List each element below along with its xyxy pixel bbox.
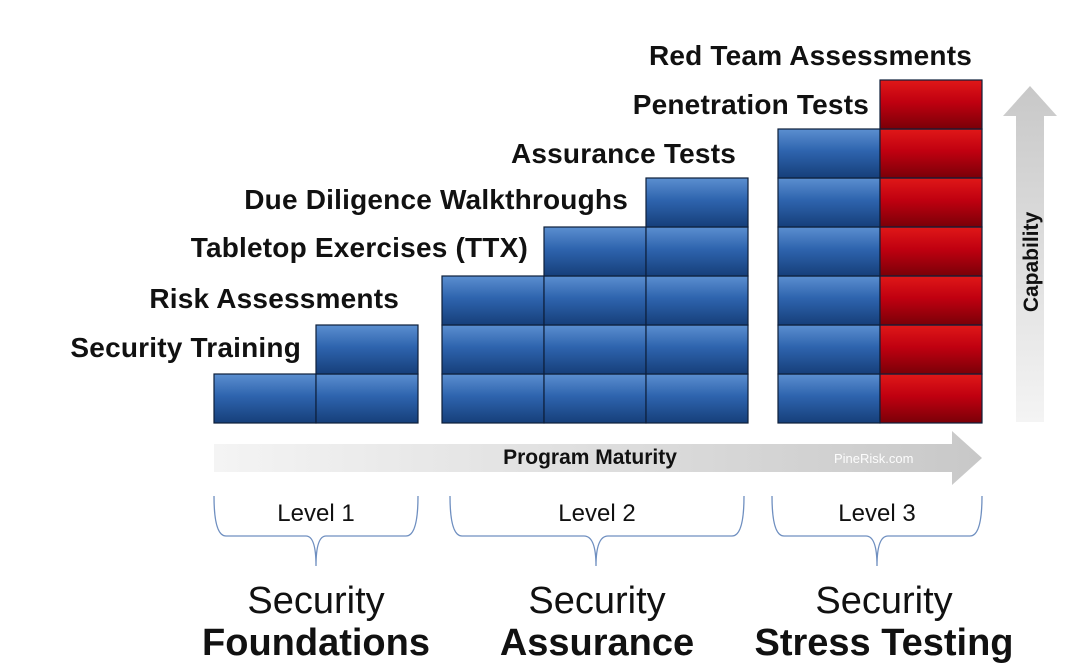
category-1-line2: Foundations xyxy=(202,622,430,664)
label-due-diligence-walkthroughs: Due Diligence Walkthroughs xyxy=(244,184,628,215)
red-block xyxy=(879,275,983,326)
blue-block xyxy=(315,373,419,424)
blue-block xyxy=(777,177,881,228)
red-block xyxy=(879,128,983,179)
blue-block xyxy=(441,324,545,375)
blue-block xyxy=(777,128,881,179)
category-3-line1: Security xyxy=(815,580,953,622)
level-1-bracket xyxy=(213,495,419,567)
blue-block xyxy=(441,275,545,326)
blue-block xyxy=(213,373,317,424)
blue-block xyxy=(777,275,881,326)
program-maturity-arrow xyxy=(214,431,982,485)
red-block xyxy=(879,226,983,277)
level-2-bracket xyxy=(449,495,745,567)
blue-block xyxy=(543,226,647,277)
label-tabletop-exercises: Tabletop Exercises (TTX) xyxy=(190,232,528,263)
red-block xyxy=(879,324,983,375)
blue-block xyxy=(777,226,881,277)
level-brackets xyxy=(213,495,983,567)
category-2-line2: Assurance xyxy=(499,622,695,664)
label-security-training: Security Training xyxy=(70,332,301,363)
blue-block xyxy=(543,324,647,375)
blue-block xyxy=(777,324,881,375)
program-maturity-label: Program Maturity xyxy=(503,446,677,469)
red-block xyxy=(879,79,983,130)
blue-block xyxy=(645,226,749,277)
capability-label: Capability xyxy=(1020,212,1043,313)
label-penetration-tests: Penetration Tests xyxy=(632,89,869,120)
label-red-team-assessments: Red Team Assessments xyxy=(648,40,972,71)
category-1-line1: Security xyxy=(247,580,385,622)
blue-block xyxy=(543,373,647,424)
blue-block xyxy=(645,373,749,424)
category-2-line1: Security xyxy=(528,580,666,622)
blue-block xyxy=(441,373,545,424)
level-1-label: Level 1 xyxy=(277,500,355,527)
blue-block xyxy=(645,324,749,375)
blue-block xyxy=(777,373,881,424)
label-risk-assessments: Risk Assessments xyxy=(149,283,399,314)
category-3-line2: Stress Testing xyxy=(754,622,1014,664)
level-3-bracket xyxy=(771,495,983,567)
blue-block xyxy=(543,275,647,326)
blue-block xyxy=(315,324,419,375)
capability-arrow xyxy=(1003,86,1057,422)
level-3-label: Level 3 xyxy=(838,500,916,527)
red-block xyxy=(879,373,983,424)
watermark: PineRisk.com xyxy=(834,451,914,466)
label-assurance-tests: Assurance Tests xyxy=(510,138,736,169)
blue-block xyxy=(645,275,749,326)
capability-blocks xyxy=(213,79,983,424)
red-block xyxy=(879,177,983,228)
level-2-label: Level 2 xyxy=(558,500,636,527)
blue-block xyxy=(645,177,749,228)
